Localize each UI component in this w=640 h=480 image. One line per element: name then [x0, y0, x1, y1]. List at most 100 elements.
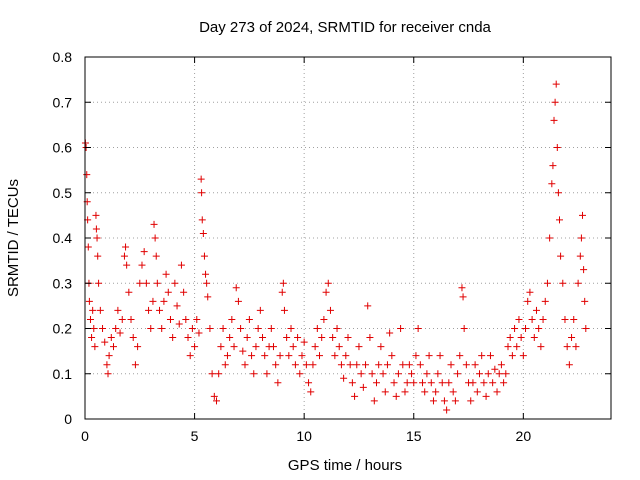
data-point	[85, 297, 93, 305]
data-point	[320, 315, 328, 323]
data-point	[112, 325, 120, 332]
data-point	[313, 325, 321, 332]
data-point	[482, 392, 490, 400]
data-point	[506, 334, 514, 342]
data-point	[302, 361, 310, 369]
data-point	[166, 315, 174, 323]
data-point	[252, 343, 260, 351]
data-point	[434, 370, 442, 378]
data-point	[186, 352, 194, 360]
data-point	[381, 388, 389, 396]
data-point	[118, 315, 126, 323]
data-point	[208, 370, 216, 378]
data-point	[296, 370, 304, 378]
data-point	[215, 370, 223, 378]
data-point	[375, 361, 383, 369]
data-point	[241, 361, 249, 369]
data-point	[105, 352, 113, 360]
data-point	[83, 171, 91, 179]
data-point	[228, 315, 236, 323]
data-point	[511, 325, 519, 332]
data-point	[250, 370, 258, 378]
data-point	[568, 334, 576, 342]
data-point	[405, 361, 413, 369]
y-tick-label: 0	[64, 411, 72, 427]
data-point	[263, 370, 271, 378]
data-point	[204, 293, 212, 301]
data-point	[524, 297, 532, 305]
x-tick-label: 0	[81, 428, 89, 444]
data-point	[307, 388, 315, 396]
data-point	[554, 189, 562, 197]
data-point	[234, 297, 242, 305]
data-point	[541, 297, 549, 305]
data-point	[322, 288, 330, 296]
data-point	[289, 343, 297, 351]
data-point	[394, 370, 402, 378]
data-point	[539, 315, 547, 323]
data-point	[504, 343, 512, 351]
data-point	[300, 338, 308, 346]
data-point	[551, 98, 559, 106]
data-point	[298, 352, 306, 360]
data-point	[217, 343, 225, 351]
data-point	[305, 379, 313, 387]
data-point	[412, 352, 420, 360]
data-point	[193, 315, 201, 323]
x-tick-label: 20	[516, 428, 532, 444]
data-point	[86, 315, 94, 323]
data-point	[206, 325, 214, 332]
data-point	[436, 352, 444, 360]
data-point	[552, 80, 560, 88]
data-point	[383, 361, 391, 369]
data-point	[160, 297, 168, 305]
data-point	[473, 388, 481, 396]
data-point	[577, 234, 585, 242]
data-point	[342, 352, 350, 360]
data-point	[259, 334, 267, 342]
data-point	[579, 211, 587, 219]
data-point	[101, 338, 109, 346]
data-point	[145, 306, 153, 314]
data-point	[182, 315, 190, 323]
data-point	[432, 388, 440, 396]
data-point	[333, 325, 341, 332]
data-point	[565, 361, 573, 369]
data-point	[532, 306, 540, 314]
data-point	[388, 352, 396, 360]
data-point	[90, 325, 98, 332]
y-tick-label: 0.3	[53, 275, 73, 291]
data-point	[164, 288, 172, 296]
y-tick-label: 0.8	[53, 49, 73, 65]
data-point	[158, 325, 166, 332]
data-point	[123, 261, 131, 269]
data-point	[92, 211, 100, 219]
data-point	[280, 306, 288, 314]
data-point	[274, 379, 282, 387]
y-tick-label: 0.2	[53, 321, 73, 337]
data-point	[203, 279, 211, 287]
data-point	[454, 370, 462, 378]
data-point	[272, 361, 280, 369]
data-point	[324, 279, 332, 287]
data-point	[495, 370, 503, 378]
data-point	[335, 343, 343, 351]
data-point	[421, 388, 429, 396]
data-point	[572, 343, 580, 351]
data-point	[230, 343, 238, 351]
data-point	[581, 297, 589, 305]
data-point	[447, 361, 455, 369]
data-points	[81, 80, 590, 414]
data-point	[254, 325, 262, 332]
data-point	[427, 379, 435, 387]
data-point	[348, 379, 356, 387]
data-point	[276, 352, 284, 360]
data-point	[535, 325, 543, 332]
data-point	[419, 379, 427, 387]
data-point	[267, 325, 275, 332]
data-point	[107, 334, 115, 342]
data-point	[576, 252, 584, 260]
data-point	[198, 216, 206, 224]
data-point	[239, 347, 247, 355]
data-point	[127, 315, 135, 323]
